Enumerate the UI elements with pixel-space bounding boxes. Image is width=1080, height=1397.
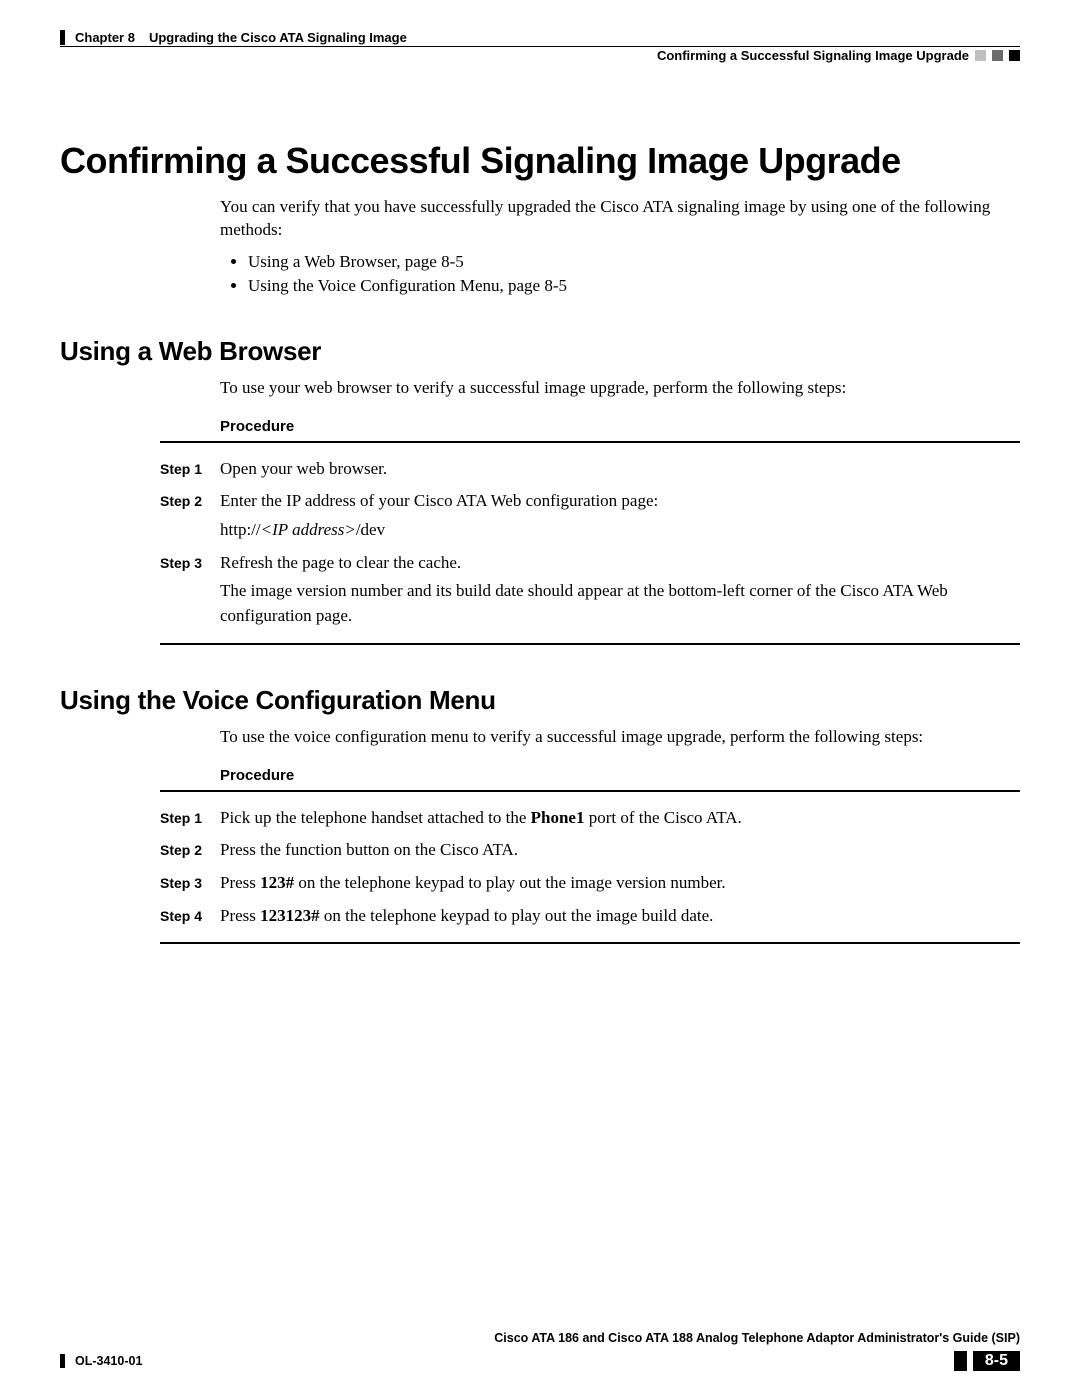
intro-block: You can verify that you have successfull… (220, 196, 1020, 296)
chapter-number: Chapter 8 (75, 30, 135, 45)
step-subtext: http://<IP address>/dev (220, 518, 1020, 543)
web-steps: Step 1 Open your web browser. Step 2 Ent… (160, 441, 1020, 645)
step-label: Step 4 (160, 904, 220, 929)
steps-bottom-rule (160, 643, 1020, 645)
intro-bullet: Using a Web Browser, page 8-5 (248, 252, 1020, 272)
step-label: Step 3 (160, 551, 220, 629)
step-text: Press 123# on the telephone keypad to pl… (220, 871, 1020, 896)
url-suffix: /dev (356, 520, 385, 539)
step-text: Enter the IP address of your Cisco ATA W… (220, 489, 1020, 542)
header-rule (60, 46, 1020, 47)
footer-page-number: 8-5 (973, 1351, 1020, 1371)
step-label: Step 3 (160, 871, 220, 896)
step-note: The image version number and its build d… (220, 579, 1020, 628)
step-text: Press the function button on the Cisco A… (220, 838, 1020, 863)
step-row: Step 2 Enter the IP address of your Cisc… (160, 489, 1020, 542)
footer-guide-title-text: Cisco ATA 186 and Cisco ATA 188 Analog T… (486, 1331, 1020, 1345)
step-text: Pick up the telephone handset attached t… (220, 806, 1020, 831)
header-left: Chapter 8 Upgrading the Cisco ATA Signal… (60, 30, 407, 45)
step-pre: Press (220, 873, 260, 892)
step-text: Open your web browser. (220, 457, 1020, 482)
header-square-icon (975, 50, 986, 61)
step-pre: Press (220, 906, 260, 925)
step-bold: Phone1 (531, 808, 585, 827)
page-footer: Cisco ATA 186 and Cisco ATA 188 Analog T… (60, 1339, 1020, 1371)
steps-bottom-rule (160, 942, 1020, 944)
step-text-line: Enter the IP address of your Cisco ATA W… (220, 491, 658, 510)
step-row: Step 3 Refresh the page to clear the cac… (160, 551, 1020, 629)
footer-square-icon (954, 1351, 967, 1371)
step-text-line: Refresh the page to clear the cache. (220, 553, 461, 572)
page-title: Confirming a Successful Signaling Image … (60, 140, 1020, 182)
step-bold: 123123# (260, 906, 320, 925)
intro-text: You can verify that you have successfull… (220, 196, 1020, 242)
step-row: Step 4 Press 123123# on the telephone ke… (160, 904, 1020, 929)
step-bold: 123# (260, 873, 294, 892)
voice-steps: Step 1 Pick up the telephone handset att… (160, 790, 1020, 945)
step-row: Step 3 Press 123# on the telephone keypa… (160, 871, 1020, 896)
step-label: Step 1 (160, 806, 220, 831)
step-label: Step 2 (160, 838, 220, 863)
steps-top-rule (160, 441, 1020, 443)
header-right: Confirming a Successful Signaling Image … (657, 48, 1020, 63)
step-row: Step 1 Open your web browser. (160, 457, 1020, 482)
url-prefix: http:// (220, 520, 261, 539)
step-label: Step 1 (160, 457, 220, 482)
footer-guide-title: Cisco ATA 186 and Cisco ATA 188 Analog T… (60, 1331, 1020, 1345)
step-pre: Pick up the telephone handset attached t… (220, 808, 531, 827)
intro-bullets: Using a Web Browser, page 8-5 Using the … (220, 252, 1020, 296)
section-heading-web: Using a Web Browser (60, 336, 1020, 367)
chapter-title: Upgrading the Cisco ATA Signaling Image (149, 30, 407, 45)
section-voice-intro: To use the voice configuration menu to v… (220, 726, 1020, 749)
footer-page-box: 8-5 (954, 1351, 1020, 1371)
header-square-icon (992, 50, 1003, 61)
page-header: Chapter 8 Upgrading the Cisco ATA Signal… (60, 30, 1020, 85)
footer-bar-icon (60, 1354, 65, 1368)
footer-left: OL-3410-01 (60, 1354, 142, 1368)
header-square-icon (1009, 50, 1020, 61)
section-heading-voice: Using the Voice Configuration Menu (60, 685, 1020, 716)
step-label: Step 2 (160, 489, 220, 542)
section-web-intro: To use your web browser to verify a succ… (220, 377, 1020, 400)
step-row: Step 2 Press the function button on the … (160, 838, 1020, 863)
step-text: Press 123123# on the telephone keypad to… (220, 904, 1020, 929)
step-row: Step 1 Pick up the telephone handset att… (160, 806, 1020, 831)
step-post: port of the Cisco ATA. (584, 808, 741, 827)
url-placeholder: <IP address> (261, 520, 356, 539)
header-left-bar-icon (60, 30, 65, 45)
header-section-title: Confirming a Successful Signaling Image … (657, 48, 969, 63)
steps-top-rule (160, 790, 1020, 792)
procedure-label: Procedure (220, 418, 1020, 435)
procedure-label: Procedure (220, 767, 1020, 784)
step-post: on the telephone keypad to play out the … (320, 906, 714, 925)
intro-bullet: Using the Voice Configuration Menu, page… (248, 276, 1020, 296)
step-text: Refresh the page to clear the cache. The… (220, 551, 1020, 629)
footer-doc-id: OL-3410-01 (75, 1354, 142, 1368)
step-post: on the telephone keypad to play out the … (294, 873, 726, 892)
